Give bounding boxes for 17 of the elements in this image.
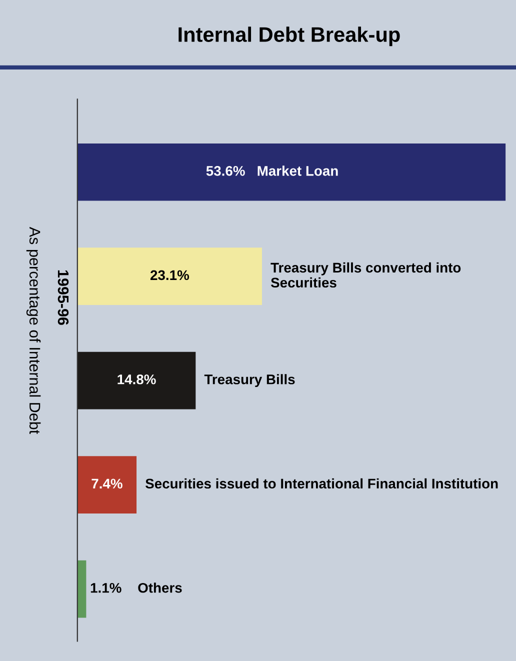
chart-title: Internal Debt Break-up — [178, 26, 400, 46]
y-axis-title: As percentage of Internal Debt — [26, 226, 41, 434]
bar — [77, 456, 137, 514]
bar — [77, 560, 86, 618]
data-label: 7.4% — [92, 478, 122, 489]
bar — [77, 143, 506, 201]
data-label: 14.8% — [118, 374, 156, 384]
y-tick-label: Others — [138, 582, 182, 593]
y-tick-label: Securities issued to International Financial Institution — [145, 478, 498, 489]
data-label: 1.1% — [90, 582, 122, 593]
y-tick-label: Treasury Bills — [204, 374, 295, 388]
text: 53.6% Market Loan — [206, 166, 338, 176]
data-label: 23.1% — [150, 270, 190, 280]
text: 1995-96 — [58, 270, 69, 325]
bar — [77, 248, 262, 306]
bar — [77, 352, 196, 410]
y-tick-label: Treasury Bills converted into Securities — [270, 262, 461, 288]
